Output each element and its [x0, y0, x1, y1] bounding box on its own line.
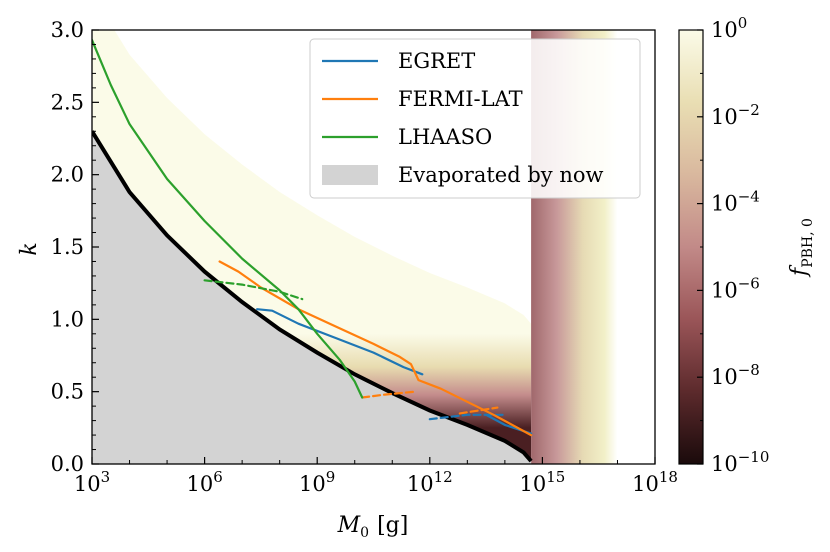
y-tick-label: 1.5: [51, 235, 84, 259]
colorbar-axis: 100 10−2 10−4 10−6 10−8 10−10: [697, 14, 769, 476]
colorbar-tick-label: 10−6: [711, 274, 760, 302]
evaporation-boundary-line: [92, 130, 533, 463]
legend-label-lhaaso: LHAASO: [398, 125, 492, 149]
lhaaso-solid-line: [92, 39, 364, 399]
x-tick-label: 1015: [519, 468, 565, 496]
x-tick-label: 1012: [407, 468, 453, 496]
colorbar-tick-label: 10−4: [711, 188, 760, 216]
y-axis-label: k: [17, 242, 42, 255]
colorbar: [678, 29, 704, 465]
x-axis-label: M0 [g]: [337, 513, 409, 541]
x-tick-label: 109: [299, 468, 335, 496]
x-tick-label: 1018: [632, 468, 678, 496]
y-tick-label: 0.0: [51, 452, 84, 476]
legend: EGRET FERMI-LAT LHAASO Evaporated by now: [309, 38, 641, 199]
fermi-lat-dashed2-line: [458, 406, 499, 415]
colorbar-tick-label: 10−8: [711, 361, 760, 389]
legend-label-fermi-lat: FERMI-LAT: [398, 87, 523, 111]
egret-solid-line: [256, 308, 424, 376]
y-tick-label: 3.0: [51, 18, 84, 42]
y-tick-label: 0.5: [51, 380, 84, 404]
y-axis: 0.0 0.5 1.0 1.5 2.0 2.5 3.0: [51, 18, 99, 476]
y-tick-label: 1.0: [51, 307, 84, 331]
colorbar-tick-label: 100: [711, 14, 747, 42]
lhaaso-dashed-line: [203, 279, 304, 301]
series-layer: [92, 39, 533, 437]
colorbar-tick-label: 10−2: [711, 101, 760, 129]
y-tick-label: 2.0: [51, 163, 84, 187]
f-pbh-shaded-band: [92, 30, 532, 462]
legend-swatch-evaporated-by-now: [322, 165, 378, 185]
fermi-lat-dashed-line: [361, 390, 416, 399]
y-tick-label: 2.5: [51, 90, 84, 114]
evaporated-region: [92, 131, 532, 464]
colorbar-tick-label: 10−10: [711, 448, 769, 476]
x-tick-label: 106: [186, 468, 222, 496]
x-tick-label: 103: [74, 468, 110, 496]
legend-label-egret: EGRET: [398, 49, 475, 73]
colorbar-label: fPBH, 0: [787, 218, 816, 278]
x-axis: 103 106 109 1012 1015 1018: [74, 457, 678, 496]
legend-label-evaporated-by-now: Evaporated by now: [398, 163, 603, 187]
legend-box: [309, 38, 641, 199]
